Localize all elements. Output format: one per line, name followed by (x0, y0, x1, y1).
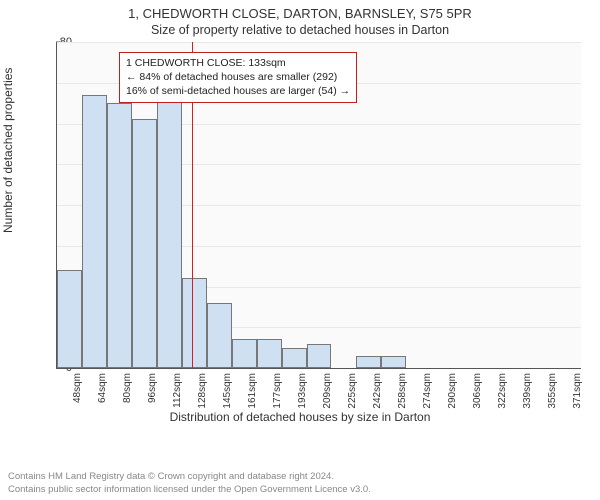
x-tick-label: 371sqm (572, 373, 583, 409)
x-tick-label: 112sqm (172, 373, 183, 408)
x-tick-label: 306sqm (472, 373, 483, 409)
bar (132, 119, 157, 368)
bar (232, 339, 257, 368)
bar (182, 278, 207, 368)
x-tick-label: 225sqm (347, 373, 358, 409)
annotation-line3: 16% of semi-detached houses are larger (… (126, 84, 350, 98)
x-tick-label: 161sqm (247, 373, 258, 409)
x-tick-label: 193sqm (297, 373, 308, 409)
x-tick-label: 322sqm (497, 373, 508, 409)
bar (157, 95, 182, 368)
chart-container: Number of detached properties 0102030405… (0, 38, 600, 428)
x-tick-label: 80sqm (122, 373, 133, 403)
x-tick-label: 177sqm (272, 373, 283, 409)
x-tick-label: 145sqm (222, 373, 233, 409)
bar (307, 344, 332, 368)
annotation-box: 1 CHEDWORTH CLOSE: 133sqm ← 84% of detac… (119, 52, 357, 103)
x-tick-label: 258sqm (397, 373, 408, 409)
page-subtitle: Size of property relative to detached ho… (0, 21, 600, 39)
x-tick-label: 242sqm (372, 373, 383, 409)
x-tick-label: 128sqm (197, 373, 208, 409)
x-tick-label: 209sqm (322, 373, 333, 409)
bar (356, 356, 381, 368)
bar (257, 339, 282, 368)
footer-line2: Contains public sector information licen… (8, 484, 592, 496)
bar (207, 303, 232, 368)
annotation-line1: 1 CHEDWORTH CLOSE: 133sqm (126, 56, 350, 70)
x-tick-label: 96sqm (147, 373, 158, 403)
x-tick-label: 290sqm (447, 373, 458, 409)
bar (57, 270, 82, 368)
annotation-line2: ← 84% of detached houses are smaller (29… (126, 70, 350, 84)
page-title: 1, CHEDWORTH CLOSE, DARTON, BARNSLEY, S7… (0, 0, 600, 21)
x-tick-label: 274sqm (422, 373, 433, 409)
bar (282, 348, 307, 368)
bar (107, 103, 132, 368)
x-tick-label: 339sqm (522, 373, 533, 409)
bar (381, 356, 406, 368)
y-axis-label: Number of detached properties (1, 68, 15, 233)
bar (82, 95, 107, 368)
x-tick-label: 64sqm (97, 373, 108, 403)
footer-line1: Contains HM Land Registry data © Crown c… (8, 471, 592, 483)
x-tick-label: 48sqm (72, 373, 83, 403)
x-axis-label: Distribution of detached houses by size … (0, 410, 600, 424)
footer-text: Contains HM Land Registry data © Crown c… (8, 471, 592, 496)
x-tick-label: 355sqm (547, 373, 558, 409)
plot-area: 1 CHEDWORTH CLOSE: 133sqm ← 84% of detac… (56, 42, 581, 369)
